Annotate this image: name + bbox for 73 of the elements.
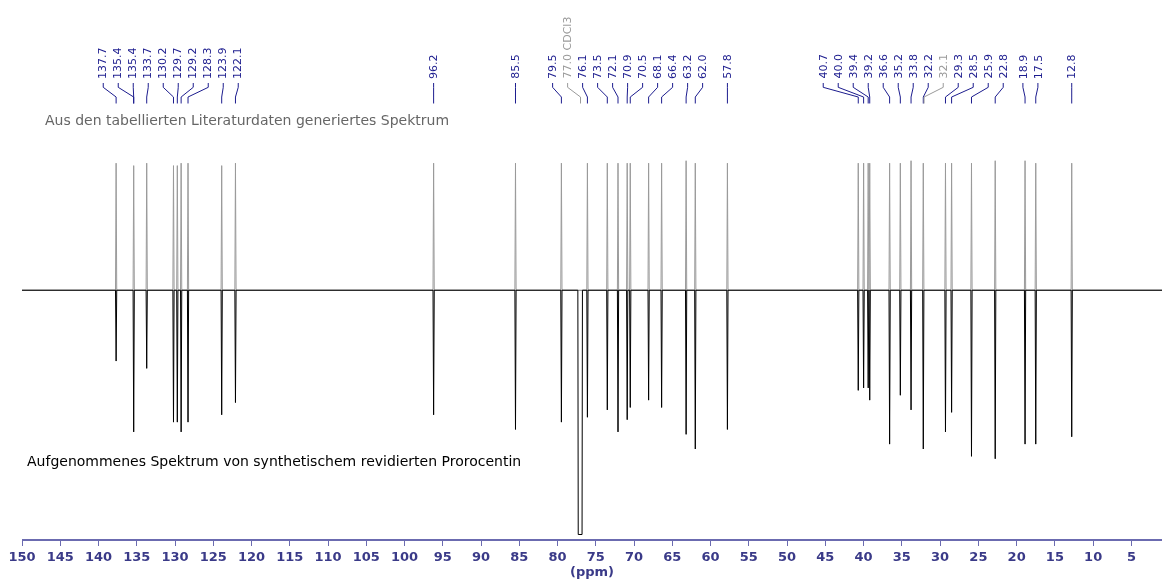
x-tick-label: 100 xyxy=(390,549,419,565)
annotation: 62.0 xyxy=(696,54,710,79)
x-tick-label: 20 xyxy=(1007,549,1026,565)
annotation: 79.5 xyxy=(546,54,560,79)
annotation: 66.4 xyxy=(666,54,680,79)
annotation: 77.0 CDCl3 xyxy=(560,16,574,79)
x-axis-title: (ppm) xyxy=(569,564,615,580)
annotation: 85.5 xyxy=(509,54,523,79)
x-tick-label: 80 xyxy=(548,549,567,565)
x-tick-label: 40 xyxy=(854,549,873,565)
annotation: 123.9 xyxy=(216,47,230,80)
x-tick-label: 50 xyxy=(778,549,797,565)
x-tick-label: 35 xyxy=(892,549,911,565)
annotation: 22.8 xyxy=(996,54,1010,79)
annotation: 40.0 xyxy=(831,54,845,79)
x-tick-label: 95 xyxy=(433,549,452,565)
annotation: 12.8 xyxy=(1065,54,1079,80)
x-tick-label: 70 xyxy=(625,549,644,565)
x-tick-label: 65 xyxy=(663,549,682,565)
annotation: 128.3 xyxy=(201,47,215,80)
x-tick-label: 140 xyxy=(84,549,113,565)
annotation: 32.1 xyxy=(936,54,950,79)
annotation: Aufgenommenes Spektrum von synthetischem revidierten Prorocentin xyxy=(27,453,522,469)
x-tick-label: 150 xyxy=(8,549,36,565)
annotation: 39.4 xyxy=(846,54,860,79)
x-tick-label: 60 xyxy=(701,549,720,565)
annotation: 133.7 xyxy=(141,47,155,80)
x-tick-label: 85 xyxy=(510,549,529,565)
x-tick-label: 45 xyxy=(816,549,835,565)
annotation: 76.1 xyxy=(576,54,590,79)
annotation: 33.8 xyxy=(906,54,920,79)
x-tick-label: 120 xyxy=(237,549,266,565)
x-tick-label: 145 xyxy=(46,549,74,565)
annotation: 70.9 xyxy=(621,54,635,79)
annotation: 29.3 xyxy=(951,54,965,79)
x-tick-label: 135 xyxy=(123,549,151,565)
annotation: 135.4 xyxy=(111,47,125,80)
x-tick-label: 105 xyxy=(352,549,380,565)
annotation: 40.7 xyxy=(816,54,830,79)
x-tick-label: 10 xyxy=(1084,549,1103,565)
annotation: 135.4 xyxy=(126,47,140,80)
annotation: 18.9 xyxy=(1016,54,1030,80)
x-tick-label: 15 xyxy=(1045,549,1064,565)
annotation: 17.5 xyxy=(1031,54,1045,80)
annotation: 39.2 xyxy=(861,54,875,79)
annotation: 137.7 xyxy=(96,47,110,80)
annotation: 129.2 xyxy=(186,47,200,80)
annotation: 36.6 xyxy=(876,54,890,79)
annotation: 129.7 xyxy=(171,47,185,80)
x-tick-label: 75 xyxy=(586,549,605,565)
x-tick-label: 110 xyxy=(314,549,342,565)
annotation: 25.9 xyxy=(981,54,995,79)
text: Aus den tabellierten Literaturdaten generiertes Spektrum xyxy=(45,112,450,128)
annotation: 70.5 xyxy=(636,54,650,79)
annotation: 130.2 xyxy=(156,47,170,80)
annotation: 96.2 xyxy=(427,54,441,79)
annotation: 35.2 xyxy=(891,54,905,79)
annotation: 73.5 xyxy=(591,54,605,79)
x-tick-label: 115 xyxy=(276,549,304,565)
x-tick-label: 25 xyxy=(969,549,988,565)
annotation: 122.1 xyxy=(231,47,245,80)
annotation: 32.2 xyxy=(921,54,935,79)
annotation: 28.5 xyxy=(966,54,980,79)
x-tick-label: 55 xyxy=(739,549,758,565)
x-tick-label: 5 xyxy=(1126,549,1136,565)
annotation: 63.2 xyxy=(681,54,695,79)
annotation: 57.8 xyxy=(721,54,735,79)
x-tick-label: 130 xyxy=(161,549,189,565)
annotation: 68.1 xyxy=(651,54,665,79)
annotation: 72.1 xyxy=(606,54,620,79)
x-tick-label: 125 xyxy=(199,549,227,565)
x-tick-label: 30 xyxy=(931,549,950,565)
x-tick-label: 90 xyxy=(472,549,491,565)
